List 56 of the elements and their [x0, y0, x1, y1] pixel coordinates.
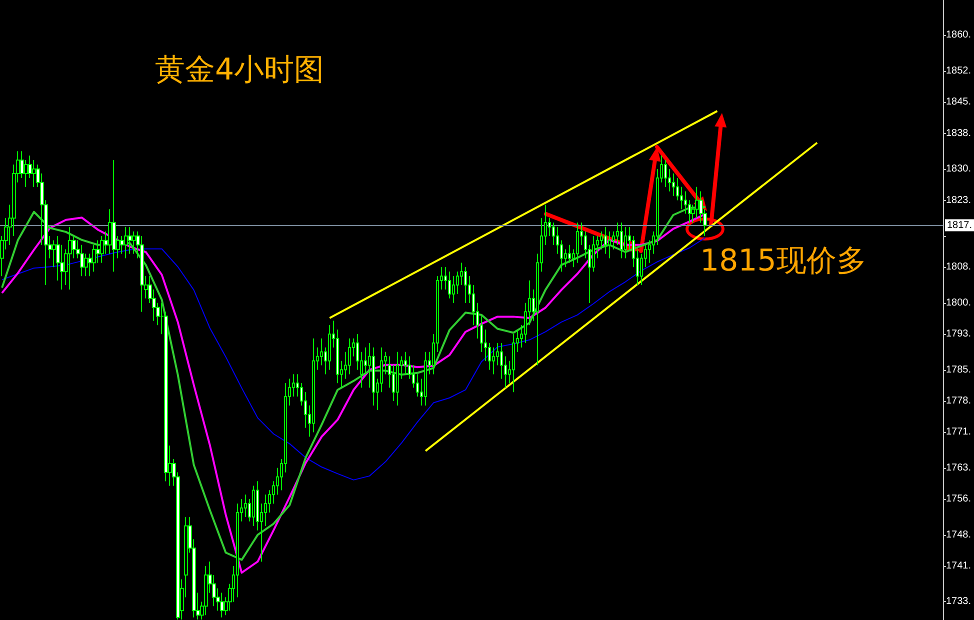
candlestick — [328, 324, 331, 370]
candlestick — [464, 266, 467, 304]
y-tick-label: 1778. — [946, 395, 972, 406]
candlestick — [424, 351, 427, 406]
y-tick-label: 1771. — [946, 426, 972, 438]
y-tick-label: 1748. — [946, 529, 972, 540]
y-tick-label: 1793. — [946, 328, 972, 340]
candlestick — [140, 235, 144, 312]
y-tick-label: 1823. — [946, 194, 972, 206]
y-tick-label: 1845. — [946, 96, 972, 108]
y-tick-label: 1852. — [946, 65, 972, 76]
candlestick — [672, 173, 675, 196]
candlestick — [624, 226, 627, 259]
y-tick-label: 1830. — [946, 164, 972, 175]
y-tick-label: 1860. — [946, 30, 972, 41]
y-tick-label: 1733. — [946, 596, 972, 608]
candlestick — [452, 276, 455, 304]
candlestick — [92, 244, 96, 272]
candlestick — [568, 244, 571, 264]
candlestick — [620, 222, 623, 259]
candlestick — [608, 230, 611, 259]
candlestick — [68, 226, 72, 290]
candlestick — [100, 235, 104, 264]
candlestick — [220, 592, 224, 618]
y-tick-label: 1763. — [946, 462, 972, 474]
candlestick — [204, 566, 208, 616]
candlestick — [236, 503, 239, 598]
annotation: 1815现价多 — [700, 244, 866, 278]
candlestick — [132, 230, 136, 254]
candlestick — [32, 160, 36, 188]
candlestick — [112, 160, 116, 272]
candlestick — [695, 186, 699, 219]
y-tick-label: 1800. — [946, 297, 972, 308]
candlestick — [244, 494, 247, 518]
candlestick — [396, 351, 399, 406]
candlestick — [512, 334, 515, 393]
candlestick — [492, 346, 495, 375]
y-tick-label: 1838. — [946, 128, 972, 139]
y-tick-label: 1756. — [946, 494, 972, 505]
candlestick — [348, 338, 351, 375]
candlestick — [664, 160, 667, 188]
y-tick-label: 1785. — [946, 364, 972, 376]
candlestick — [604, 226, 607, 254]
candlestick — [252, 485, 255, 526]
candlestick — [404, 351, 407, 375]
candlestick — [128, 226, 132, 254]
text: 黄金4小时图 — [155, 52, 324, 88]
candlestick — [80, 244, 84, 277]
ref-line-label: 1817. — [946, 220, 972, 231]
candlestick — [448, 271, 451, 299]
candlestick — [312, 338, 315, 433]
candlestick — [576, 222, 579, 264]
y-tick-label: 1741. — [946, 560, 972, 572]
y-tick-label: 1808. — [946, 262, 972, 273]
candlestick — [372, 346, 375, 406]
candlestick — [124, 226, 128, 259]
